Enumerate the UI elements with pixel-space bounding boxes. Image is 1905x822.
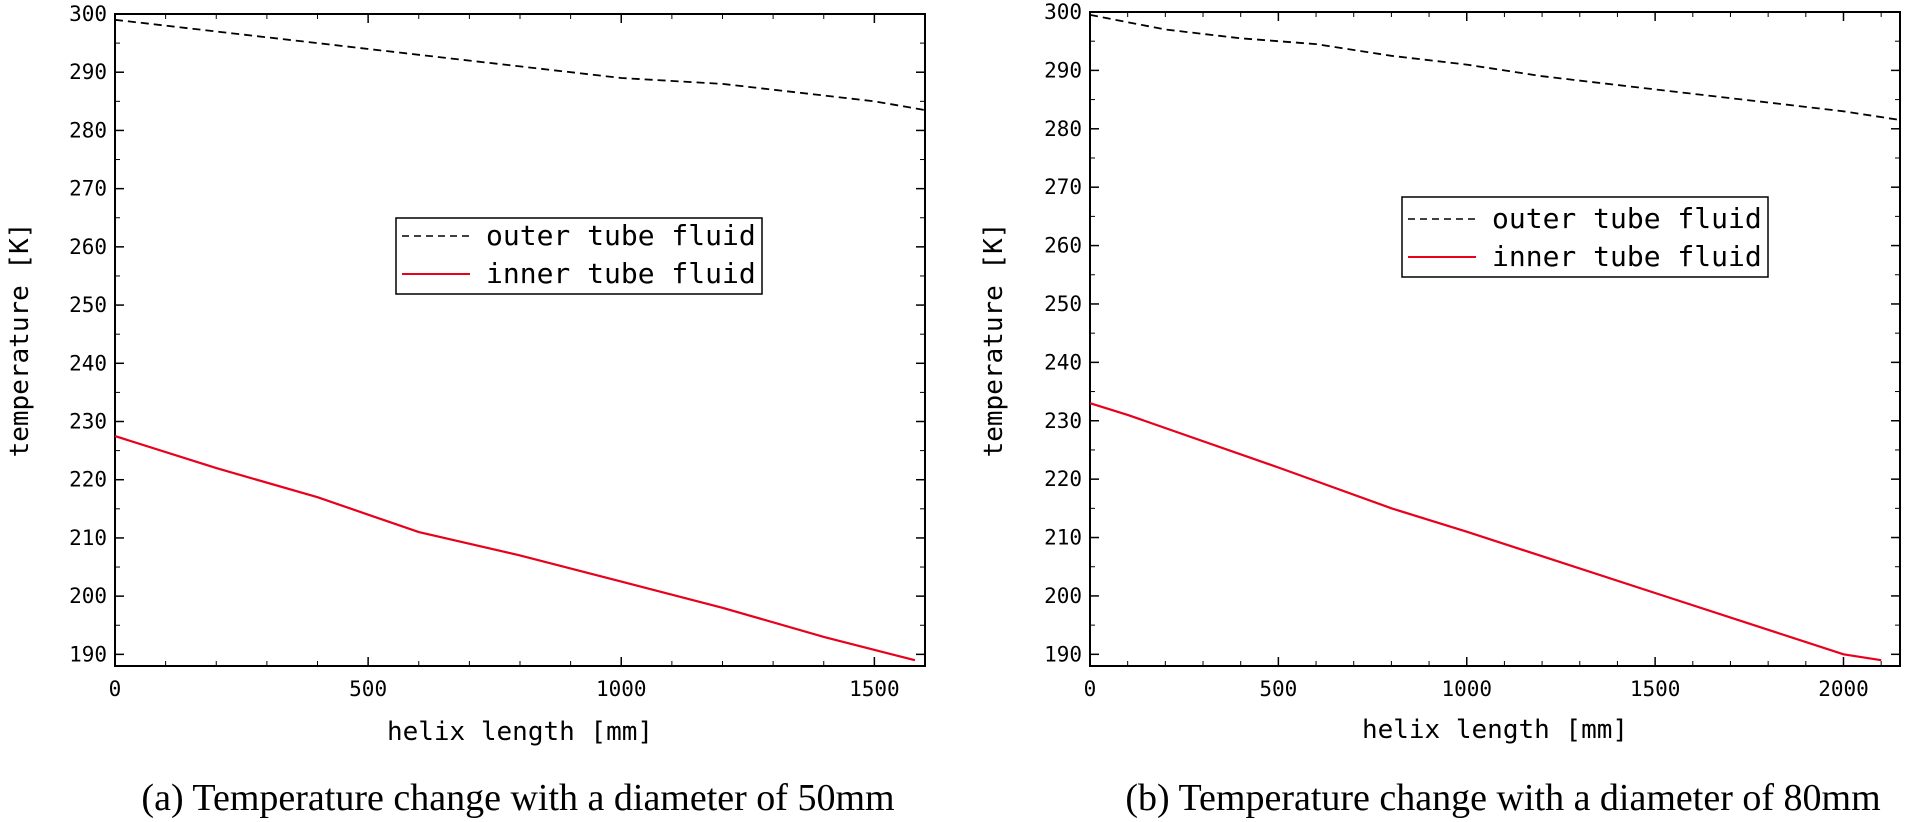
y-tick-label: 240 [69, 351, 107, 375]
x-axis-label: helix length [mm] [387, 717, 653, 747]
caption-a: (a) Temperature change with a diameter o… [141, 777, 894, 819]
x-tick-label: 500 [349, 677, 387, 701]
y-tick-label: 280 [69, 118, 107, 142]
y-tick-label: 260 [1044, 234, 1082, 258]
legend-label-inner: inner tube fluid [1492, 240, 1762, 273]
legend-box [1401, 196, 1769, 278]
y-tick-label: 190 [1044, 642, 1082, 666]
x-tick-label: 2000 [1818, 677, 1869, 701]
y-tick-label: 280 [1044, 117, 1082, 141]
y-axis-label: temperature [K] [979, 223, 1009, 458]
x-tick-label: 1500 [1630, 677, 1681, 701]
y-tick-label: 240 [1044, 350, 1082, 374]
y-tick-label: 220 [69, 468, 107, 492]
inner-tube-fluid-line [1089, 402, 1882, 662]
y-tick-label: 260 [69, 235, 107, 259]
y-tick-label: 290 [1044, 58, 1082, 82]
inner-tube-fluid-line [114, 435, 916, 662]
y-tick-label: 220 [1044, 467, 1082, 491]
y-tick-label: 200 [1044, 584, 1082, 608]
y-tick-label: 250 [69, 293, 107, 317]
x-tick-label: 0 [109, 677, 122, 701]
outer-tube-fluid-line [114, 18, 926, 111]
y-tick-label: 250 [1044, 292, 1082, 316]
legend-label-outer: outer tube fluid [1492, 202, 1762, 235]
series-lines [114, 18, 926, 662]
y-tick-label: 270 [69, 177, 107, 201]
axis-ticks: 190 200 210 220 230 240 250 260 270 280 290 300 0 500… [69, 2, 925, 701]
x-axis-label: helix length [mm] [1362, 715, 1628, 745]
x-tick-label: 0 [1084, 677, 1097, 701]
x-tick-label: 500 [1259, 677, 1297, 701]
y-tick-label: 290 [69, 60, 107, 84]
y-tick-label: 300 [69, 2, 107, 26]
legend-label-inner: inner tube fluid [486, 257, 756, 290]
y-tick-label: 200 [69, 584, 107, 608]
axis-ticks: 190 200 210 220 230 240 250 260 270 280 290 300 0 500… [1044, 0, 1900, 701]
plot-frame [114, 13, 926, 667]
outer-tube-fluid-line [1089, 14, 1901, 121]
y-tick-label: 190 [69, 642, 107, 666]
x-tick-label: 1500 [849, 677, 900, 701]
legend: outer tube fluid inner tube fluid [395, 217, 763, 295]
x-tick-label: 1000 [1441, 677, 1492, 701]
y-tick-label: 230 [1044, 409, 1082, 433]
legend-box [395, 217, 763, 295]
panel-a: 190 200 210 220 230 240 250 260 270 280 290 300 0 500… [5, 2, 926, 819]
y-axis-label: temperature [K] [5, 223, 35, 458]
y-tick-label: 210 [69, 526, 107, 550]
y-tick-label: 300 [1044, 0, 1082, 24]
y-tick-label: 210 [1044, 526, 1082, 550]
panel-b: 190 200 210 220 230 240 250 260 270 280 290 300 0 500… [979, 0, 1901, 819]
y-tick-label: 230 [69, 410, 107, 434]
legend-label-outer: outer tube fluid [486, 219, 756, 252]
caption-b: (b) Temperature change with a diameter o… [1125, 777, 1880, 819]
legend: outer tube fluid inner tube fluid [1401, 196, 1769, 278]
x-tick-label: 1000 [596, 677, 647, 701]
y-tick-label: 270 [1044, 175, 1082, 199]
plot-frame [1089, 11, 1901, 667]
series-lines [1089, 14, 1901, 662]
